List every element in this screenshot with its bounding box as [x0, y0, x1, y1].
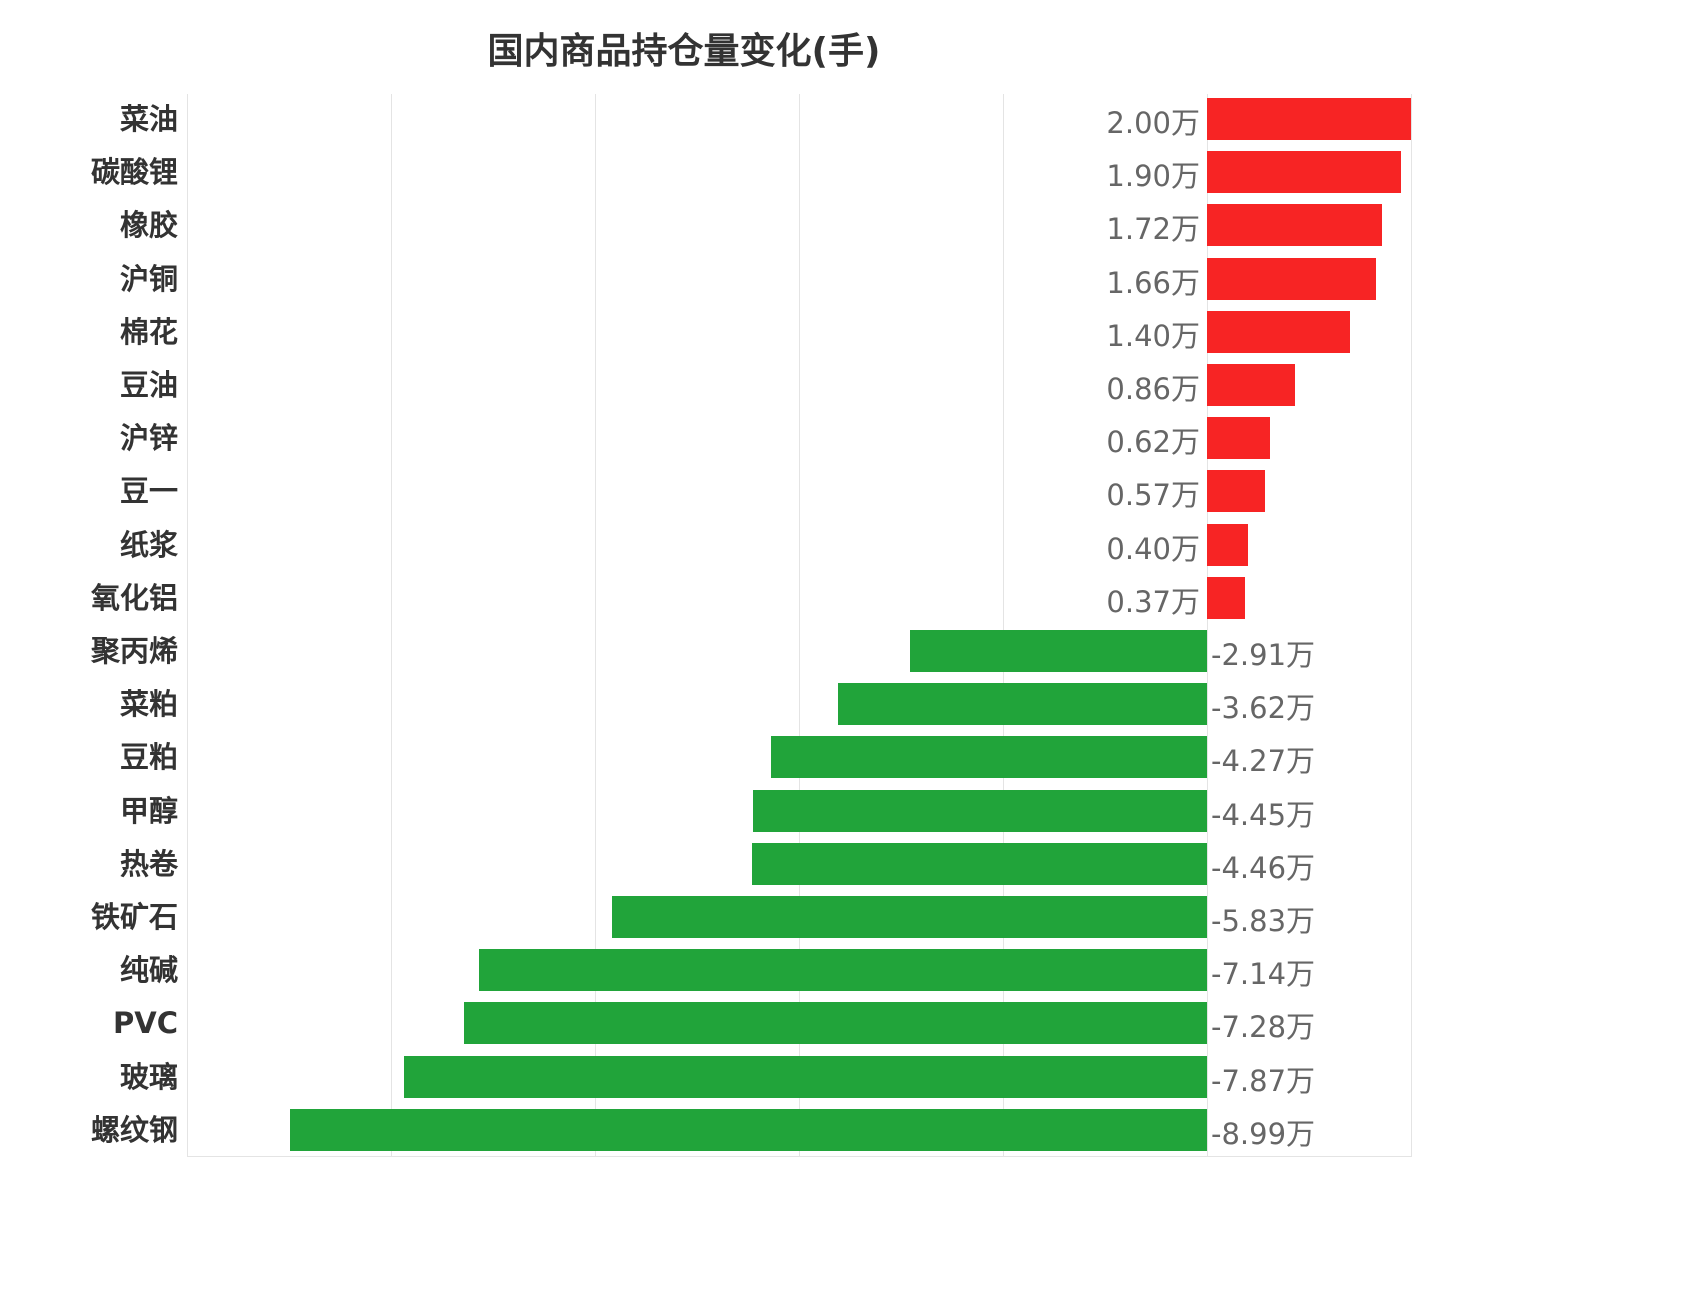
category-label: 甲醇 — [119, 793, 178, 828]
bar-positive — [1207, 470, 1266, 513]
value-label: 2.00万 — [1106, 106, 1200, 140]
value-label: 0.62万 — [1106, 425, 1200, 460]
bar-row: 纯碱 -7.14万 — [120, 949, 1411, 992]
bar-positive — [1207, 523, 1248, 566]
chart-title: 国内商品持仓量变化(手) — [487, 31, 881, 72]
bar-row: 纸浆 0.40万 — [120, 523, 1411, 566]
plot-area: 菜油 2.00万碳酸锂 1.90万橡胶 1.72万沪铜 1.66万棉花 1.40万豆油 0.… — [91, 94, 1412, 1157]
bar-row: 聚丙烯 -2.91万 — [91, 630, 1411, 672]
value-label: 1.40万 — [1106, 318, 1200, 353]
value-label: 1.72万 — [1106, 212, 1200, 247]
category-label: 豆一 — [119, 474, 178, 509]
bar-negative — [771, 736, 1207, 779]
bar-positive — [1207, 98, 1411, 140]
gridline — [1207, 94, 1208, 1157]
bar-positive — [1207, 417, 1271, 460]
bar-row: 菜油 2.00万 — [120, 98, 1411, 140]
bar-positive — [1207, 576, 1245, 619]
bar-row: 橡胶 1.72万 — [120, 204, 1411, 247]
value-label: 0.57万 — [1106, 478, 1200, 513]
value-label: -3.62万 — [1211, 691, 1316, 726]
bar-row: 豆油 0.86万 — [120, 364, 1411, 406]
bar-negative — [910, 630, 1207, 672]
category-label: PVC — [113, 1006, 178, 1041]
bar-negative — [752, 842, 1207, 885]
category-label: 纸浆 — [119, 527, 178, 562]
value-label: -8.99万 — [1211, 1116, 1316, 1151]
category-label: 纯碱 — [119, 953, 178, 988]
bar-negative — [464, 1002, 1207, 1045]
value-label: -7.14万 — [1211, 957, 1316, 992]
value-label: -7.87万 — [1211, 1063, 1316, 1098]
category-label: 菜粕 — [119, 687, 178, 722]
value-label: 0.37万 — [1106, 584, 1200, 619]
gridline — [1411, 94, 1412, 1157]
bar-negative — [612, 896, 1207, 938]
category-label: 螺纹钢 — [90, 1112, 178, 1147]
bar-row: 热卷 -4.46万 — [120, 842, 1411, 885]
bar-row: 铁矿石 -5.83万 — [91, 896, 1411, 938]
bar-row: 甲醇 -4.45万 — [120, 789, 1411, 832]
category-label: 热卷 — [119, 846, 178, 881]
bar-row: 豆粕 -4.27万 — [120, 736, 1411, 779]
bar-positive — [1207, 257, 1377, 300]
bar-row: 氧化铝 0.37万 — [91, 576, 1411, 619]
bar-row: 豆一 0.57万 — [120, 470, 1411, 513]
category-label: 棉花 — [119, 314, 178, 349]
bar-positive — [1207, 310, 1350, 353]
value-label: 1.66万 — [1106, 265, 1200, 300]
category-label: 菜油 — [119, 102, 178, 136]
value-label: 0.86万 — [1106, 372, 1200, 406]
category-label: 豆粕 — [119, 740, 178, 775]
bar-row: 菜粕 -3.62万 — [120, 683, 1411, 726]
gridline — [595, 94, 596, 1157]
category-label: 玻璃 — [119, 1059, 178, 1094]
bar-negative — [478, 949, 1207, 992]
value-label: -4.46万 — [1211, 850, 1316, 885]
value-label: -5.83万 — [1211, 904, 1316, 938]
bar-negative — [290, 1108, 1207, 1151]
category-label: 聚丙烯 — [90, 634, 178, 668]
category-label: 铁矿石 — [90, 900, 178, 934]
bar-negative — [837, 683, 1207, 726]
category-label: 氧化铝 — [90, 580, 178, 615]
bar-positive — [1207, 204, 1383, 247]
bar-row: 棉花 1.40万 — [120, 310, 1411, 353]
category-label: 沪锌 — [119, 421, 178, 456]
bar-negative — [753, 789, 1207, 832]
value-label: 0.40万 — [1106, 531, 1200, 566]
bar-row: 沪锌 0.62万 — [120, 417, 1411, 460]
value-label: 1.90万 — [1106, 159, 1200, 194]
value-label: -4.27万 — [1211, 744, 1316, 779]
value-label: -4.45万 — [1211, 797, 1316, 832]
gridline — [1003, 94, 1004, 1157]
category-label: 沪铜 — [119, 261, 178, 296]
gridline — [391, 94, 392, 1157]
bar-positive — [1207, 151, 1401, 194]
value-label: -2.91万 — [1211, 638, 1316, 672]
category-label: 橡胶 — [119, 208, 178, 243]
bar-negative — [404, 1055, 1207, 1098]
bar-row: 螺纹钢 -8.99万 — [91, 1108, 1411, 1151]
gridline — [187, 94, 188, 1157]
value-label: -7.28万 — [1211, 1010, 1316, 1045]
category-label: 豆油 — [119, 368, 178, 402]
bar-row: PVC -7.28万 — [113, 1002, 1411, 1045]
bar-row: 沪铜 1.66万 — [120, 257, 1411, 300]
gridline — [799, 94, 800, 1157]
bar-row: 玻璃 -7.87万 — [120, 1055, 1411, 1098]
bar-positive — [1207, 364, 1295, 406]
category-label: 碳酸锂 — [90, 155, 178, 190]
bar-row: 碳酸锂 1.90万 — [91, 151, 1411, 194]
